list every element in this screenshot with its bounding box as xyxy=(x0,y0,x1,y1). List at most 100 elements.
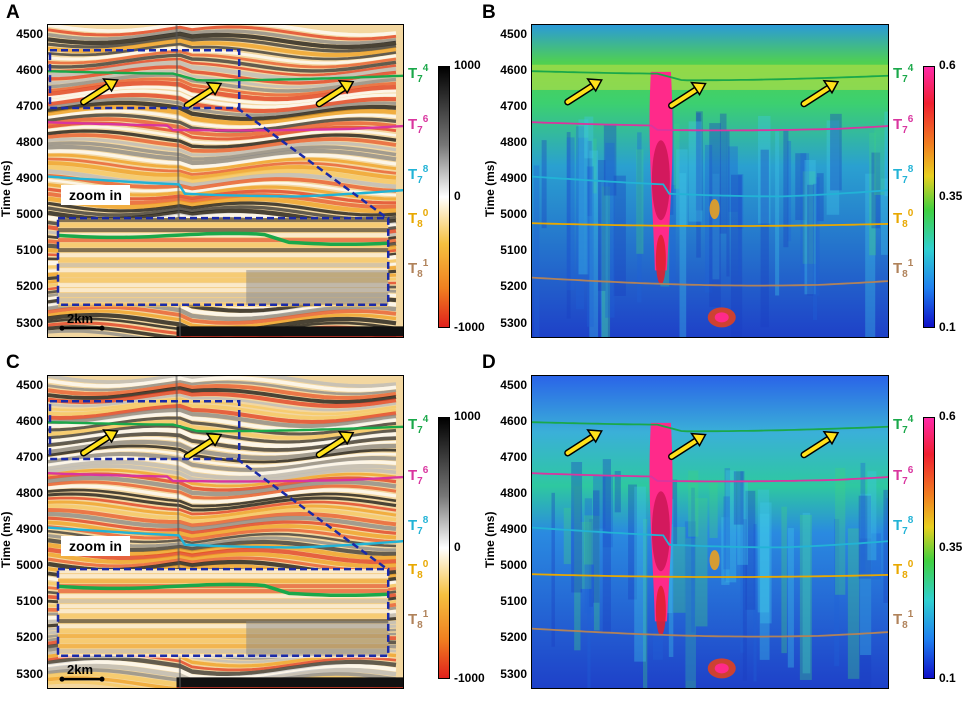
time-tick-label: 5200 xyxy=(500,279,527,294)
colorbar-tick-label: 0 xyxy=(454,540,461,554)
colorbar-tick-label: 0.35 xyxy=(939,189,963,203)
arrow-icon xyxy=(564,78,603,106)
zoom-in-label: zoom in xyxy=(61,185,130,206)
horizon-label: T81 xyxy=(408,609,429,632)
arrow-icon xyxy=(80,78,119,106)
section-plot xyxy=(48,25,403,337)
time-tick-label: 4900 xyxy=(16,522,43,537)
arrow-icon xyxy=(183,81,223,110)
time-tick-label: 4500 xyxy=(16,26,43,41)
time-tick-label: 4500 xyxy=(500,26,527,41)
seismic-section xyxy=(47,375,404,689)
time-tick-label: 4900 xyxy=(500,171,527,186)
horizon-label: T76 xyxy=(408,464,429,487)
time-tick-label: 5100 xyxy=(500,243,527,258)
horizon-label: T80 xyxy=(893,558,914,581)
panel-letter: D xyxy=(482,352,496,373)
time-tick-label: 4700 xyxy=(500,450,527,464)
time-tick-label: 5000 xyxy=(16,207,43,222)
colorbar-tick-label: 0 xyxy=(454,189,461,203)
time-tick-label: 4700 xyxy=(500,99,527,113)
horizon-label: T81 xyxy=(893,609,914,632)
colorbar-tick-label: 0.6 xyxy=(939,58,956,72)
section-plot xyxy=(532,25,888,337)
horizon-line xyxy=(532,627,888,638)
colorbar-tick-label: 0.6 xyxy=(939,409,956,423)
horizon-line xyxy=(48,472,403,483)
zoom-source-box xyxy=(48,49,241,110)
time-tick-label: 5100 xyxy=(500,594,527,609)
time-axis-label: Time (ms) xyxy=(483,160,497,217)
horizon-line xyxy=(48,70,403,82)
horizon-label: T76 xyxy=(408,113,429,136)
horizon-label: T74 xyxy=(893,414,914,437)
horizon-label: T78 xyxy=(893,515,914,538)
time-axis-label: Time (ms) xyxy=(0,511,13,568)
colorbar xyxy=(438,66,450,328)
horizon-line xyxy=(532,175,888,198)
time-tick-label: 5300 xyxy=(16,315,43,330)
horizon-label: T80 xyxy=(408,207,429,230)
time-tick-label: 4800 xyxy=(500,486,527,501)
colorbar xyxy=(923,417,935,679)
horizon-label: T78 xyxy=(408,164,429,187)
arrow-icon xyxy=(315,79,355,108)
time-tick-label: 4600 xyxy=(16,62,43,77)
time-tick-label: 4800 xyxy=(16,135,43,150)
time-tick-label: 4900 xyxy=(500,522,527,537)
horizon-label: T80 xyxy=(408,558,429,581)
time-tick-label: 5300 xyxy=(500,315,527,330)
horizon-line xyxy=(48,421,403,433)
horizon-line xyxy=(532,276,888,287)
time-tick-label: 4500 xyxy=(16,377,43,392)
colorbar-tick-label: 1000 xyxy=(454,58,481,72)
attribute-section xyxy=(531,375,889,689)
horizon-label: T76 xyxy=(893,113,914,136)
panel-letter: C xyxy=(6,352,20,373)
horizon-line xyxy=(48,175,403,198)
time-tick-label: 4600 xyxy=(500,62,527,77)
time-tick-label: 5300 xyxy=(16,666,43,681)
colorbar xyxy=(923,66,935,328)
time-tick-label: 5300 xyxy=(500,666,527,681)
horizon-line xyxy=(48,526,403,549)
horizon-line xyxy=(532,472,888,483)
horizon-line xyxy=(48,121,403,132)
horizon-line xyxy=(532,70,888,82)
section-plot xyxy=(532,376,888,688)
horizon-line xyxy=(532,222,888,227)
colorbar-tick-label: -1000 xyxy=(454,671,485,685)
time-tick-label: 5200 xyxy=(16,630,43,645)
horizon-line xyxy=(532,526,888,549)
horizon-label: T80 xyxy=(893,207,914,230)
horizon-line xyxy=(532,421,888,433)
arrow-icon xyxy=(315,430,355,459)
time-tick-label: 5200 xyxy=(16,279,43,294)
time-tick-label: 5000 xyxy=(16,558,43,573)
horizon-label: T78 xyxy=(893,164,914,187)
horizon-label: T74 xyxy=(893,63,914,86)
arrow-icon xyxy=(800,430,840,459)
time-axis-label: Time (ms) xyxy=(0,160,13,217)
arrow-icon xyxy=(800,79,840,108)
time-tick-label: 4700 xyxy=(16,450,43,464)
zoom-source-box xyxy=(48,400,241,461)
horizon-label: T74 xyxy=(408,414,429,437)
horizon-label: T78 xyxy=(408,515,429,538)
arrow-icon xyxy=(668,432,707,461)
zoom-in-label: zoom in xyxy=(61,536,130,557)
time-axis-label: Time (ms) xyxy=(483,511,497,568)
time-tick-label: 4700 xyxy=(16,99,43,113)
arrow-icon xyxy=(564,429,603,457)
time-tick-label: 4800 xyxy=(500,135,527,150)
zoom-inset xyxy=(56,567,390,659)
time-tick-label: 4600 xyxy=(16,413,43,428)
horizon-line xyxy=(532,573,888,578)
scale-bar-label: 2km xyxy=(67,311,94,327)
horizon-label: T74 xyxy=(408,63,429,86)
horizon-label: T81 xyxy=(408,258,429,281)
time-tick-label: 4600 xyxy=(500,413,527,428)
arrow-icon xyxy=(80,429,119,457)
time-tick-label: 4800 xyxy=(16,486,43,501)
horizon-label: T81 xyxy=(893,258,914,281)
